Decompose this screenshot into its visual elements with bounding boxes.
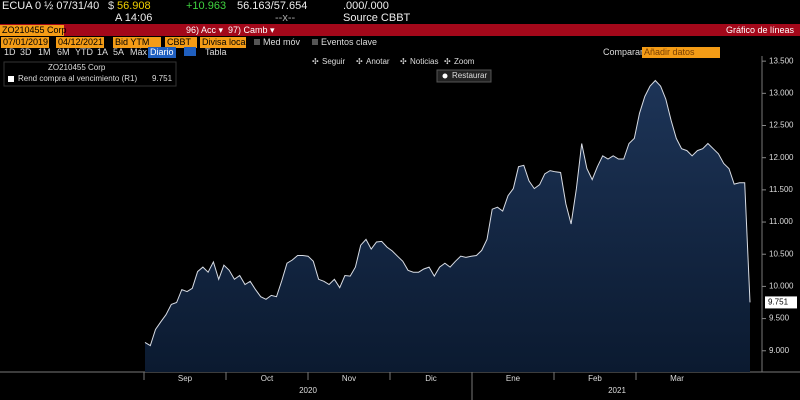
events[interactable]: Eventos clave — [321, 37, 378, 47]
period-button[interactable]: 1M — [38, 47, 51, 57]
view-title: Gráfico de líneas — [725, 25, 794, 35]
source-field[interactable]: CBBT — [165, 37, 197, 48]
time: A 14:06 — [115, 12, 153, 24]
start-date[interactable]: 07/01/2019 — [1, 37, 49, 48]
toolbar-button[interactable]: Zoom — [454, 57, 475, 66]
year-label: 2021 — [608, 386, 626, 395]
add-data[interactable]: Añadir datos — [642, 47, 720, 58]
area — [145, 80, 750, 372]
x-tick-label: Mar — [670, 374, 684, 383]
y-tick-label: 11.500 — [769, 185, 793, 194]
legend-swatch — [8, 76, 14, 82]
toolbar-button[interactable]: Noticias — [410, 57, 438, 66]
y-tick-label: 10.500 — [769, 249, 794, 258]
change: +10.963 — [186, 0, 227, 12]
checkbox[interactable] — [254, 39, 260, 45]
x-tick-label: Oct — [261, 374, 274, 383]
toolbar-button[interactable]: Seguir — [322, 57, 345, 66]
last-value-box — [765, 296, 797, 309]
menu-bar — [0, 24, 800, 36]
moving-avg[interactable]: Med móv — [263, 37, 301, 47]
security[interactable]: ZO210455 Corp — [0, 25, 67, 36]
y-tick-label: 10.000 — [769, 282, 794, 291]
y-tick-label: 9.500 — [769, 314, 790, 323]
change-menu[interactable]: 97) Camb ▾ — [228, 25, 275, 35]
period-button[interactable]: YTD — [75, 47, 93, 57]
toolbar-icon: ✣ — [444, 57, 451, 66]
period-button[interactable]: Máx — [130, 47, 148, 57]
toolbar-button[interactable]: Anotar — [366, 57, 390, 66]
period-button[interactable]: 6M — [57, 47, 70, 57]
source: Source CBBT — [343, 12, 411, 24]
currency: $ — [108, 0, 115, 12]
legend-series: Rend compra al vencimiento (R1) — [18, 74, 137, 83]
period-button[interactable]: 1D — [4, 47, 16, 57]
field[interactable]: Bid YTM — [113, 37, 161, 48]
x-tick-label: Ene — [506, 374, 521, 383]
toolbar-icon: ✣ — [400, 57, 407, 66]
mid: --x-- — [275, 12, 296, 24]
period-button[interactable]: 5A — [113, 47, 125, 57]
actions-menu[interactable]: 96) Acc ▾ — [186, 25, 224, 35]
reset-label[interactable]: Restaurar — [452, 71, 487, 80]
x-tick-label: Nov — [342, 374, 356, 383]
table-button[interactable]: Tabla — [205, 47, 227, 57]
compare: Comparar — [603, 47, 644, 57]
toolbar-icon: ✣ — [312, 57, 319, 66]
frequency[interactable]: Diario — [148, 47, 176, 58]
y-tick-label: 12.000 — [769, 153, 794, 162]
legend-title: ZO210455 Corp — [48, 63, 106, 72]
y-tick-label: 11.000 — [769, 217, 793, 226]
currency-field[interactable]: Divisa loca — [200, 37, 246, 48]
reset-icon — [442, 73, 448, 79]
y-tick-label: 9.000 — [769, 346, 790, 355]
x-tick-label: Sep — [178, 374, 193, 383]
y-tick-label: 12.500 — [769, 121, 794, 130]
price: 56.908 — [117, 0, 151, 12]
bid-ask: 56.163/57.654 — [237, 0, 308, 12]
y-tick-label: 13.500 — [769, 56, 794, 65]
x-tick-label: Dic — [425, 374, 437, 383]
legend-value: 9.751 — [152, 74, 173, 83]
line — [144, 79, 751, 347]
period-button[interactable]: 3D — [20, 47, 32, 57]
period-button[interactable]: 1A — [97, 47, 109, 57]
reset-button[interactable] — [436, 69, 492, 83]
toolbar-icon: ✣ — [356, 57, 363, 66]
chart-icon[interactable] — [184, 47, 196, 56]
y-tick-label: 13.000 — [769, 88, 794, 97]
year-label: 2020 — [299, 386, 317, 395]
last-value-label: 9.751 — [768, 298, 789, 307]
end-date[interactable]: 04/12/2021 — [56, 37, 104, 48]
x-tick-label: Feb — [588, 374, 602, 383]
ticker: ECUA 0 ½ 07/31/40 — [2, 0, 100, 12]
yield-pair: .000/.000 — [343, 0, 389, 12]
checkbox[interactable] — [312, 39, 318, 45]
legend — [3, 61, 177, 87]
